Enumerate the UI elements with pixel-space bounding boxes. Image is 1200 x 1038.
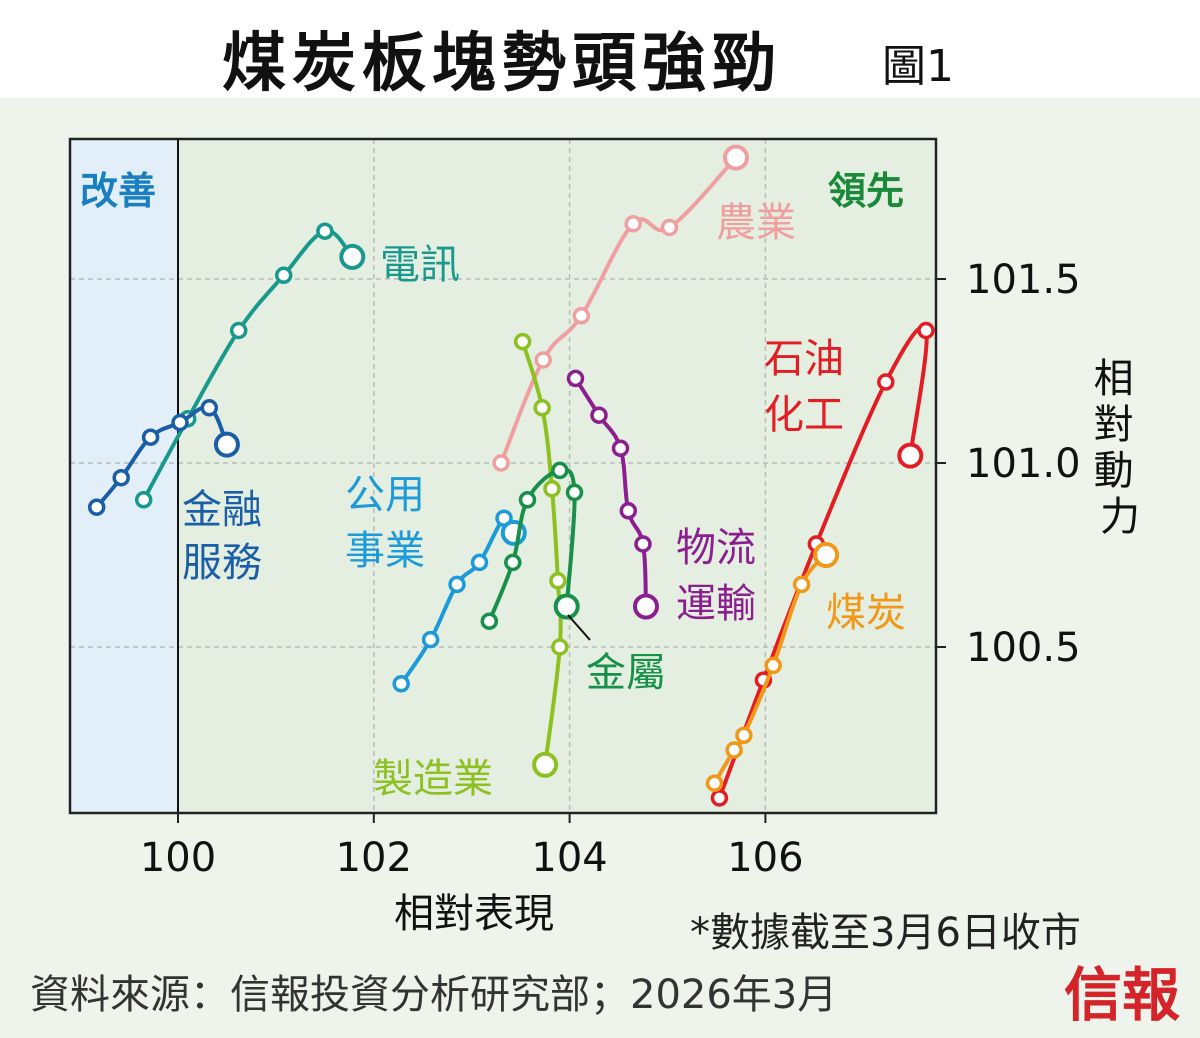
series-point: [533, 399, 551, 417]
series-point: [634, 535, 652, 553]
series-point: [492, 454, 510, 472]
series-point: [316, 222, 334, 240]
series-point: [877, 373, 895, 391]
chart-title: 煤炭板塊勢頭強勁: [222, 27, 782, 101]
series-point: [229, 321, 248, 340]
series-point: [470, 553, 489, 572]
y-axis-label-char: 力: [1100, 494, 1140, 540]
series-point: [543, 480, 561, 498]
title-row: 煤炭板塊勢頭強勁 圖1: [0, 0, 1200, 101]
series-point: [134, 491, 153, 509]
series-point: [705, 774, 724, 792]
series-point: [917, 321, 935, 340]
series-5: [480, 461, 584, 630]
series-4: [513, 332, 569, 778]
y-tick-label: 101.0: [966, 441, 1081, 487]
series-point: [171, 413, 189, 432]
series-point: [448, 575, 466, 594]
y-axis-label-char: 對: [1094, 402, 1134, 448]
series-point: [87, 498, 106, 516]
series-point: [392, 675, 410, 693]
plot-area: [70, 139, 936, 813]
quadrant-label-leading: 領先: [828, 169, 904, 213]
series-label-coal: 煤炭: [826, 590, 906, 636]
series-point: [551, 638, 569, 656]
x-tick-label: 104: [531, 835, 607, 881]
series-label-petrochem-1: 石油: [764, 336, 844, 382]
metals-pointer: [567, 614, 591, 641]
series-label-utilities-2: 事業: [345, 528, 425, 574]
series-8: [705, 542, 840, 792]
x-tick-label: 106: [727, 835, 803, 881]
series-latest-point: [897, 442, 924, 469]
series-point: [735, 726, 753, 745]
series-point: [590, 406, 608, 424]
series-label-logistics-2: 運輸: [676, 581, 756, 627]
y-axis-label-char: 相: [1094, 356, 1134, 402]
x-tick-label: 102: [336, 835, 412, 881]
series-point: [624, 215, 642, 233]
footnote: *數據截至3月6日收市: [690, 910, 1081, 956]
y-axis-label-char: 動: [1094, 448, 1134, 494]
series-point: [565, 483, 584, 502]
series-point: [518, 491, 537, 509]
x-tick-label: 100: [140, 835, 216, 881]
series-point: [572, 307, 591, 325]
series-layer: [87, 144, 935, 807]
series-point: [566, 369, 585, 388]
series-point: [112, 468, 130, 487]
series-latest-point: [553, 593, 580, 620]
series-point: [611, 439, 630, 458]
series-point: [421, 630, 440, 649]
y-axis-label: 相 對 動 力: [1094, 356, 1147, 540]
series-label-logistics-1: 物流: [676, 525, 756, 571]
series-latest-point: [339, 243, 366, 270]
series-latest-point: [213, 431, 240, 458]
figure-tag: 圖1: [882, 41, 954, 92]
series-point: [534, 351, 552, 369]
series-label-financial-2: 服務: [182, 540, 262, 586]
series-point: [504, 553, 522, 572]
series-point: [710, 789, 729, 807]
series-point: [480, 612, 499, 630]
series-1: [87, 399, 240, 516]
series-point: [619, 502, 638, 520]
x-axis-label: 相對表現: [394, 891, 554, 937]
series-latest-point: [723, 144, 749, 171]
series-label-agri: 農業: [716, 200, 796, 246]
quadrant-label-improving: 改善: [80, 169, 156, 213]
series-point: [274, 266, 293, 285]
series-latest-point: [813, 542, 840, 568]
series-point: [725, 741, 743, 759]
ticks-layer: 100 102 104 106 100.5 101.0 101.5: [140, 257, 1081, 881]
series-point: [549, 572, 567, 590]
series-label-manufacturing: 製造業: [373, 756, 493, 802]
y-tick-label: 100.5: [966, 625, 1081, 671]
series-point: [141, 428, 160, 446]
series-point: [792, 575, 811, 594]
series-point: [200, 399, 219, 417]
plot-frame: [68, 137, 938, 815]
brand-logo: 信報: [1064, 961, 1181, 1029]
series-6: [566, 369, 659, 620]
series-label-utilities-1: 公用: [345, 472, 425, 518]
y-tick-label: 101.5: [966, 257, 1081, 303]
series-point: [660, 218, 679, 237]
series-label-financial-1: 金融: [182, 487, 262, 533]
series-point: [513, 332, 532, 351]
series-latest-point: [532, 751, 559, 778]
series-label-telecom: 電訊: [380, 242, 460, 288]
series-point: [551, 461, 569, 480]
series-point: [764, 656, 782, 675]
series-label-petrochem-2: 化工: [764, 392, 844, 438]
series-label-metals: 金屬: [586, 650, 666, 696]
source-line: 資料來源：信報投資分析研究部；2026年3月: [30, 972, 838, 1018]
series-latest-point: [633, 593, 659, 620]
